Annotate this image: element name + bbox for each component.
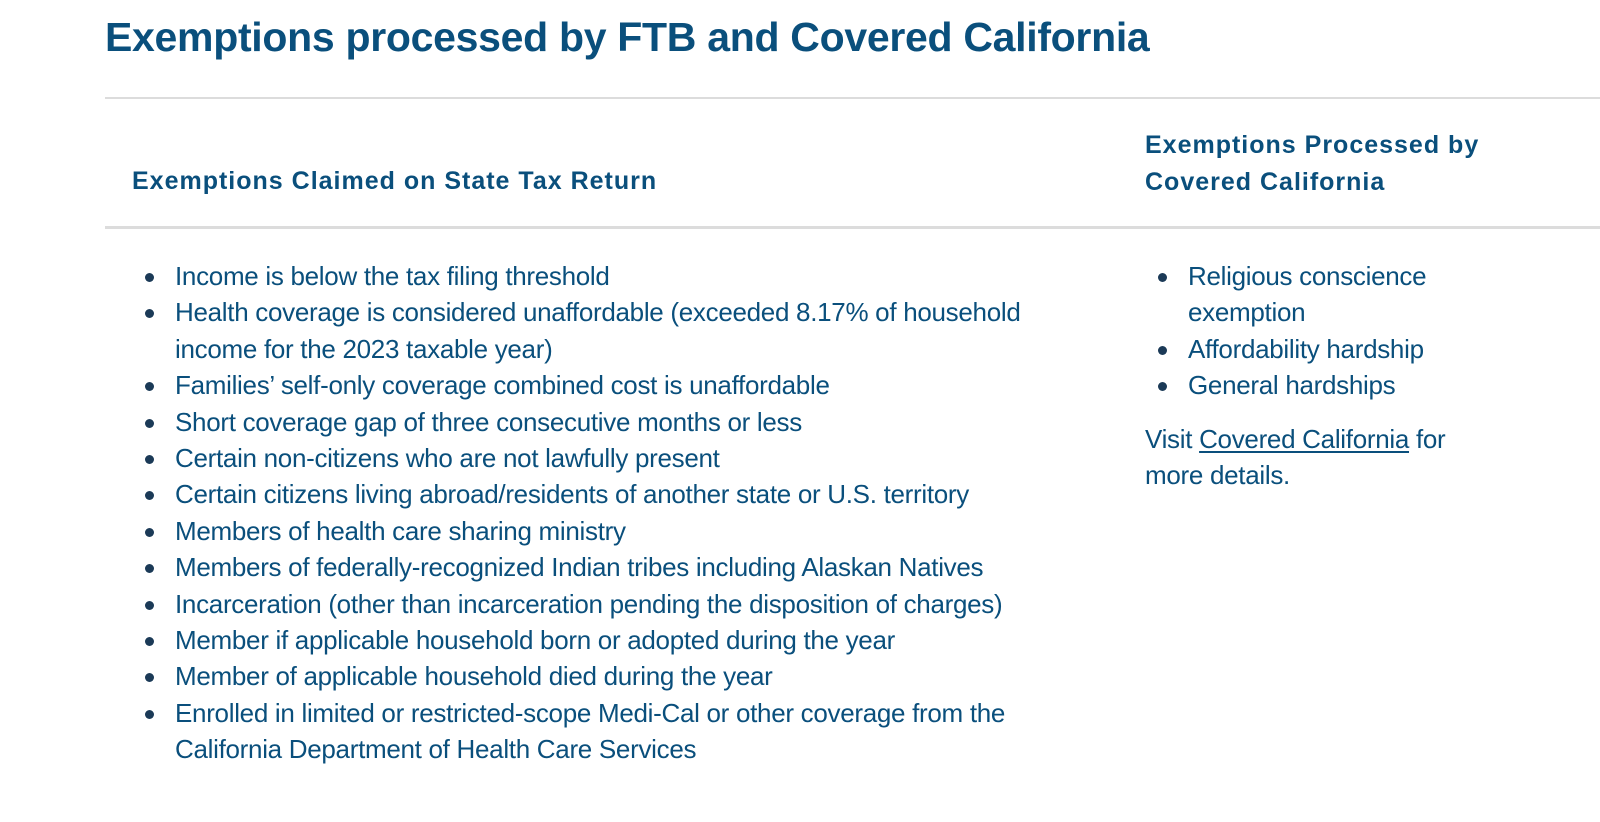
visit-covered-california-note: Visit Covered California for more detail… xyxy=(1145,421,1495,494)
state-tax-return-column-header: Exemptions Claimed on State Tax Return xyxy=(132,167,658,195)
page-title: Exemptions processed by FTB and Covered … xyxy=(105,14,1150,60)
list-item: General hardships xyxy=(1156,367,1486,403)
covered-california-link[interactable]: Covered California xyxy=(1199,424,1410,454)
list-item: Incarceration (other than incarceration … xyxy=(143,586,1088,622)
list-item: Members of federally-recognized Indian t… xyxy=(143,549,1088,585)
list-item: Short coverage gap of three consecutive … xyxy=(143,404,1088,440)
list-item: Affordability hardship xyxy=(1156,331,1486,367)
list-item: Income is below the tax filing threshold xyxy=(143,258,1088,294)
list-item: Member of applicable household died duri… xyxy=(143,658,1088,694)
list-item: Certain non-citizens who are not lawfull… xyxy=(143,440,1088,476)
list-item: Families’ self-only coverage combined co… xyxy=(143,367,1088,403)
covered-california-exemptions-list: Religious conscience exemption Affordabi… xyxy=(1156,258,1486,404)
list-item: Health coverage is considered unaffordab… xyxy=(143,294,1088,367)
list-item: Enrolled in limited or restricted-scope … xyxy=(143,695,1088,768)
list-item: Religious conscience exemption xyxy=(1156,258,1486,331)
table-header-divider xyxy=(105,226,1600,229)
covered-california-column-header: Exemptions Processed by Covered Californ… xyxy=(1145,131,1480,196)
list-item: Certain citizens living abroad/residents… xyxy=(143,476,1088,512)
list-item: Member if applicable household born or a… xyxy=(143,622,1088,658)
state-tax-exemptions-list: Income is below the tax filing threshold… xyxy=(143,258,1088,768)
title-divider xyxy=(105,97,1600,99)
visit-suffix: for more details. xyxy=(1145,424,1446,491)
list-item: Members of health care sharing ministry xyxy=(143,513,1088,549)
visit-prefix: Visit xyxy=(1145,424,1200,454)
